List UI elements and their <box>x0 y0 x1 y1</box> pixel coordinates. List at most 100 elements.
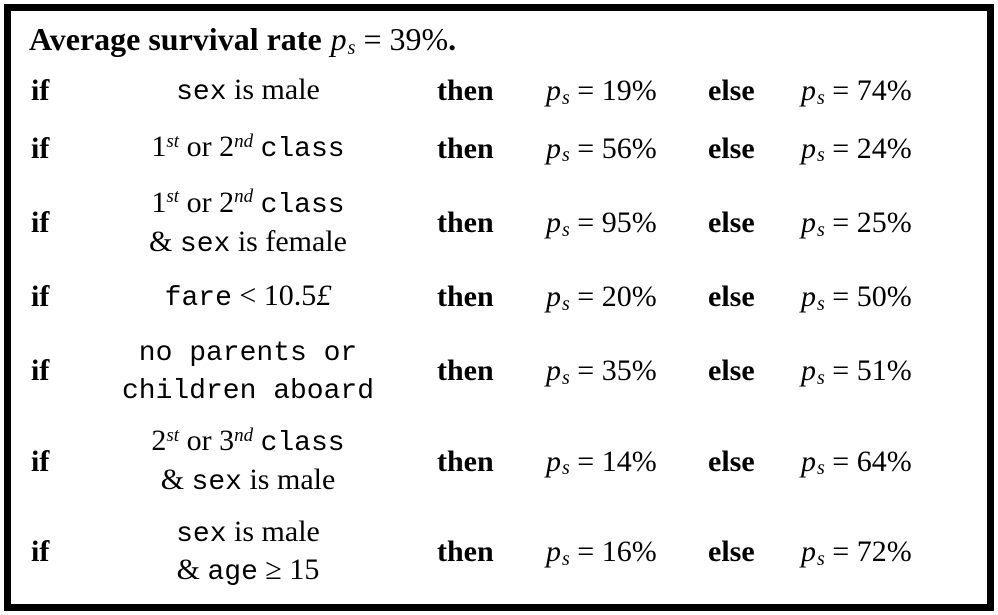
else-probability: ps = 25% <box>786 206 987 241</box>
else-probability: ps = 72% <box>786 534 987 570</box>
then-keyword: then <box>437 534 494 568</box>
ps-value: 51% <box>856 354 912 388</box>
condition-segment: sex <box>176 77 227 108</box>
condition-line: 1st or 2nd class <box>83 129 413 168</box>
ps-variable: p <box>546 354 561 388</box>
ps-formula: ps = 16% <box>546 535 657 570</box>
equals-sign: = <box>569 280 602 314</box>
condition-segment: 1 <box>151 130 167 164</box>
condition-segment <box>253 130 261 163</box>
condition-line: & sex is female <box>83 224 413 262</box>
else-keyword: else <box>708 534 755 568</box>
else-probability: ps = 74% <box>786 74 987 109</box>
if-keyword: if <box>31 280 50 314</box>
ps-subscript: s <box>562 293 570 316</box>
then-keyword: then <box>437 354 494 388</box>
condition-segment: class <box>260 189 345 221</box>
condition-segment: st <box>166 424 180 446</box>
condition-segment: 1 <box>151 185 167 219</box>
ps-subscript: s <box>817 547 825 570</box>
equals-sign: = <box>569 74 602 107</box>
ps-subscript: s <box>562 366 570 389</box>
ps-value: 50% <box>856 280 912 314</box>
ps-value: 64% <box>856 444 912 478</box>
ps-formula: ps = 64% <box>801 444 912 480</box>
ps-variable: p <box>330 21 347 57</box>
condition-line: & age ≥ 15 <box>83 552 413 590</box>
if-keyword: if <box>31 534 50 568</box>
ps-variable: p <box>801 444 816 478</box>
rule-condition: sex is male & age ≥ 15 <box>83 514 413 590</box>
condition-segment: & <box>176 552 208 586</box>
ps-value: 20% <box>601 280 657 314</box>
ps-value: 35% <box>601 354 657 388</box>
equals-sign: = <box>569 444 602 478</box>
rule-condition: 1st or 2nd class <box>83 129 413 168</box>
then-probability: ps = 56% <box>521 131 686 167</box>
ps-formula: ps = 39% <box>330 21 449 59</box>
else-keyword: else <box>708 354 755 388</box>
ps-value: 74% <box>856 74 912 107</box>
ps-variable: p <box>801 74 816 107</box>
ps-value: 25% <box>856 206 912 240</box>
if-keyword: if <box>31 131 50 165</box>
title-period: . <box>448 21 457 57</box>
condition-segment: 2 <box>151 424 167 458</box>
then-keyword: then <box>437 74 494 107</box>
condition-segment: is male <box>226 514 320 548</box>
ps-variable: p <box>546 74 561 107</box>
then-keyword: then <box>437 131 494 165</box>
ps-variable: p <box>546 444 561 478</box>
ps-subscript: s <box>817 218 825 241</box>
ps-subscript: s <box>817 293 825 316</box>
ps-formula: ps = 19% <box>546 74 657 109</box>
ps-formula: ps = 56% <box>546 131 657 167</box>
rule-row: if 1st or 2nd class then ps = 56% else ps = 2… <box>11 127 987 171</box>
figure-title: Average survival rate ps = 39%. <box>11 11 987 65</box>
ps-subscript: s <box>562 144 570 167</box>
condition-segment: fare <box>164 283 232 315</box>
rule-condition: 2st or 3nd class & sex is male <box>83 423 413 500</box>
condition-line: 1st or 2nd class <box>83 185 413 224</box>
equals-sign: = <box>824 354 857 388</box>
rule-row: if sex is male & age ≥ 15 then ps = 16% else p… <box>11 514 987 590</box>
then-probability: ps = 19% <box>521 74 686 109</box>
else-probability: ps = 50% <box>786 280 987 316</box>
else-probability: ps = 64% <box>786 444 987 480</box>
ps-subscript: s <box>817 457 825 480</box>
then-probability: ps = 14% <box>521 444 686 480</box>
condition-segment: nd <box>234 424 254 446</box>
condition-line: children aboard <box>83 371 413 409</box>
condition-segment: 3 <box>219 424 235 458</box>
equals-sign: = <box>824 74 857 107</box>
condition-segment: £ <box>316 279 332 313</box>
ps-variable: p <box>546 280 561 314</box>
rule-condition: no parents or children aboard <box>83 333 413 409</box>
ps-value: 95% <box>601 206 657 240</box>
ps-formula: ps = 95% <box>546 206 657 241</box>
title-formula: ps = 39%. <box>322 21 457 59</box>
ps-variable: p <box>546 131 561 165</box>
ps-subscript: s <box>817 86 825 109</box>
condition-segment <box>253 424 261 457</box>
condition-segment: no parents or <box>138 338 358 370</box>
equals-sign: = <box>824 444 857 478</box>
condition-segment: < 10.5 <box>231 279 317 313</box>
ps-value: 19% <box>601 74 657 107</box>
rule-list-box: Average survival rate ps = 39%. if sex is … <box>4 4 994 611</box>
ps-formula: ps = 35% <box>546 354 657 389</box>
condition-segment <box>253 186 261 219</box>
ps-formula: ps = 25% <box>801 206 912 241</box>
ps-value: 14% <box>601 444 657 478</box>
if-keyword: if <box>31 74 50 107</box>
ps-formula: ps = 72% <box>801 534 912 570</box>
condition-segment: or <box>179 130 220 164</box>
condition-segment: nd <box>234 130 254 152</box>
then-probability: ps = 35% <box>521 354 686 389</box>
equals-sign: = <box>824 206 857 240</box>
ps-value: 72% <box>856 534 912 568</box>
title-text: Average survival rate <box>29 21 322 57</box>
condition-line: 2st or 3nd class <box>83 423 413 462</box>
condition-line: sex is male <box>83 514 413 552</box>
rule-condition: fare < 10.5£ <box>83 278 413 316</box>
